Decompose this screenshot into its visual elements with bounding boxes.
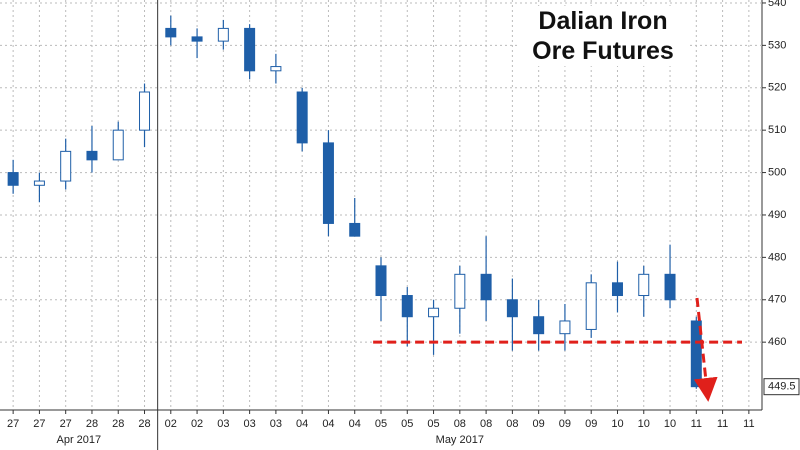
x-tick-label: 04	[296, 418, 308, 430]
x-tick-label: 11	[717, 418, 728, 430]
y-tick-label: 510	[768, 124, 786, 136]
x-tick-label: 04	[322, 418, 334, 430]
y-tick-label: 530	[768, 39, 786, 51]
x-tick-label: 05	[375, 418, 387, 430]
candle-body	[217, 27, 229, 42]
chart-title: Dalian Iron Ore Futures	[518, 6, 688, 66]
y-tick-label: 460	[768, 336, 786, 348]
candle-body	[7, 172, 19, 186]
x-tick-label: 08	[480, 418, 492, 430]
x-tick-label: 27	[60, 418, 72, 430]
candle-body	[191, 36, 203, 42]
month-label: May 2017	[436, 434, 484, 446]
x-tick-label: 05	[427, 418, 439, 430]
x-tick-label: 28	[138, 418, 150, 430]
x-tick-label: 10	[638, 418, 650, 430]
candle-body	[638, 273, 650, 297]
x-tick-label: 02	[191, 418, 203, 430]
last-value-box	[763, 378, 800, 396]
candle-body	[401, 295, 413, 318]
x-tick-label: 11	[691, 418, 702, 430]
x-tick-label: 09	[559, 418, 571, 430]
x-tick-label: 05	[401, 418, 413, 430]
x-tick-label: 28	[112, 418, 124, 430]
y-tick-label: 520	[768, 82, 786, 94]
x-tick-label: 03	[217, 418, 229, 430]
x-tick-label: 09	[585, 418, 597, 430]
candle-body	[533, 316, 545, 335]
month-label: Apr 2017	[56, 434, 101, 446]
last-value-label: 449.5	[768, 381, 796, 393]
y-tick-label: 540	[768, 0, 786, 9]
x-tick-label: 02	[165, 418, 177, 430]
candle-body	[112, 129, 124, 161]
candle-body	[244, 27, 256, 72]
y-tick-label: 490	[768, 209, 786, 221]
candle-body	[60, 150, 72, 182]
x-tick-label: 08	[506, 418, 518, 430]
x-tick-label: 28	[86, 418, 98, 430]
candle-body	[480, 273, 492, 301]
candle-body	[322, 142, 334, 224]
x-tick-label: 10	[664, 418, 676, 430]
candle-body	[611, 282, 623, 297]
x-tick-label: 11	[743, 418, 754, 430]
down-arrow	[693, 297, 718, 402]
candle-body	[139, 91, 151, 131]
x-tick-label: 03	[270, 418, 282, 430]
candle-body	[585, 282, 597, 330]
candle-body	[33, 180, 45, 186]
candle-body	[296, 91, 308, 144]
y-tick-label: 480	[768, 251, 786, 263]
candle-body	[454, 273, 466, 309]
candle-body	[559, 320, 571, 335]
candle-body	[165, 27, 177, 38]
candle-body	[506, 299, 518, 318]
candle-body	[270, 66, 282, 72]
candle-body	[349, 222, 361, 237]
x-tick-label: 27	[33, 418, 45, 430]
candle-body	[86, 150, 98, 161]
x-tick-label: 04	[349, 418, 361, 430]
candle-body	[664, 273, 676, 301]
x-tick-label: 27	[7, 418, 19, 430]
x-tick-label: 09	[533, 418, 545, 430]
x-tick-label: 03	[243, 418, 255, 430]
y-tick-label: 470	[768, 294, 786, 306]
candle-body	[375, 265, 387, 297]
x-tick-label: 10	[611, 418, 623, 430]
x-tick-label: 08	[454, 418, 466, 430]
y-tick-label: 500	[768, 166, 786, 178]
candle-body	[428, 307, 440, 318]
